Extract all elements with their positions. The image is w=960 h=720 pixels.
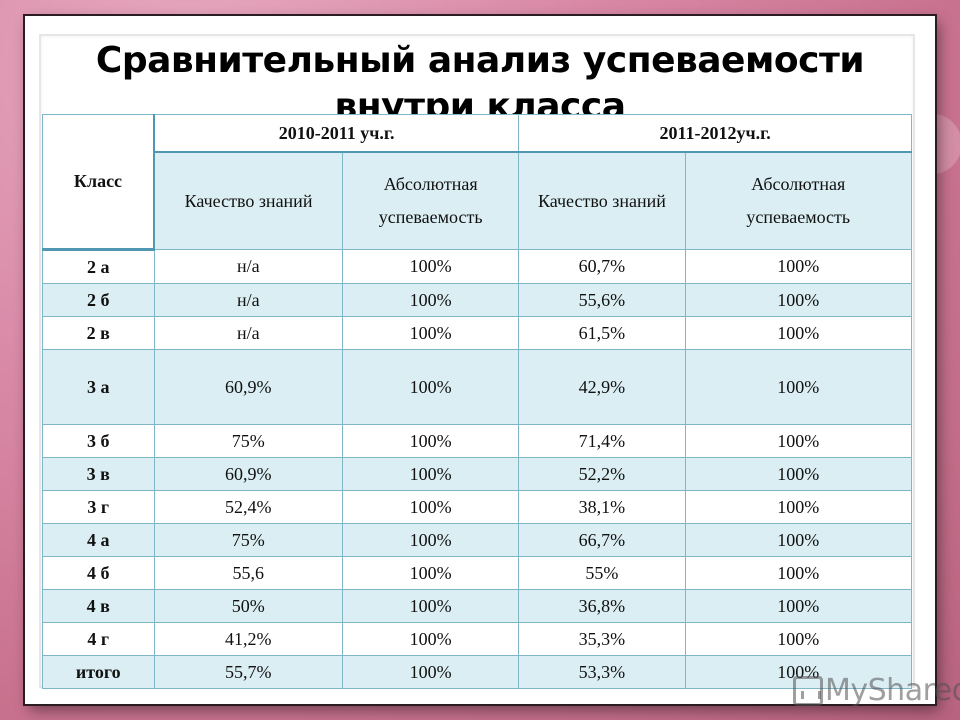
quality-2011-cell: 35,3% <box>518 622 686 656</box>
class-cell: 4 б <box>42 556 155 590</box>
absolute-2010-cell: 100% <box>342 523 520 557</box>
absolute-2011-cell: 100% <box>684 589 912 623</box>
absolute-2010-cell: 100% <box>342 349 520 425</box>
quality-2010-cell: 55,7% <box>153 655 344 689</box>
table-row: 2 б н/а 100% 55,6% 100% <box>42 283 912 317</box>
class-cell: 3 в <box>42 457 155 491</box>
class-cell: 4 в <box>42 589 155 623</box>
table-row: итого 55,7% 100% 53,3% 100% <box>42 655 912 689</box>
class-cell: 3 б <box>42 424 155 458</box>
absolute-2010-cell: 100% <box>342 622 520 656</box>
absolute-2011-cell: 100% <box>684 249 912 284</box>
quality-2011-cell: 66,7% <box>518 523 686 557</box>
table-row: 3 а 60,9% 100% 42,9% 100% <box>42 349 912 425</box>
watermark: MyShared <box>793 673 960 708</box>
quality-2011-cell: 53,3% <box>518 655 686 689</box>
absolute-2010-cell: 100% <box>342 249 520 284</box>
table-body: 2 а н/а 100% 60,7% 100% 2 б н/а 100% 55,6% 100% 2 … <box>42 249 912 689</box>
absolute-2010-cell: 100% <box>342 283 520 317</box>
absolute-2011-cell: 100% <box>684 316 912 350</box>
quality-2010-cell: н/а <box>153 249 344 284</box>
quality-2010-cell: 75% <box>153 424 344 458</box>
quality-2010-cell: 41,2% <box>153 622 344 656</box>
table-row: 4 б 55,6 100% 55% 100% <box>42 556 912 590</box>
watermark-text: MyShared <box>825 673 960 708</box>
class-cell: 2 в <box>42 316 155 350</box>
class-cell: 2 б <box>42 283 155 317</box>
absolute-2011-cell: 100% <box>684 424 912 458</box>
quality-2010-cell: 75% <box>153 523 344 557</box>
class-cell: 3 г <box>42 490 155 524</box>
absolute-2011-cell: 100% <box>684 349 912 425</box>
header-quality-2010: Качество знаний <box>153 151 344 250</box>
absolute-2011-cell: 100% <box>684 622 912 656</box>
performance-table: Класс 2010-2011 уч.г. 2011-2012уч.г. Кач… <box>42 114 912 689</box>
table-row: 2 в н/а 100% 61,5% 100% <box>42 316 912 350</box>
absolute-2010-cell: 100% <box>342 457 520 491</box>
absolute-2011-cell: 100% <box>684 655 912 689</box>
quality-2011-cell: 42,9% <box>518 349 686 425</box>
header-quality-2011: Качество знаний <box>518 151 686 250</box>
quality-2011-cell: 71,4% <box>518 424 686 458</box>
header-absolute-2010: Абсолютная успеваемость <box>342 151 520 250</box>
table-row: 4 в 50% 100% 36,8% 100% <box>42 589 912 623</box>
table-row: 4 а 75% 100% 66,7% 100% <box>42 523 912 557</box>
quality-2011-cell: 55% <box>518 556 686 590</box>
quality-2011-cell: 36,8% <box>518 589 686 623</box>
header-absolute-2011: Абсолютная успеваемость <box>684 151 912 250</box>
absolute-2010-cell: 100% <box>342 655 520 689</box>
absolute-2011-cell: 100% <box>684 283 912 317</box>
table-row: 3 г 52,4% 100% 38,1% 100% <box>42 490 912 524</box>
quality-2010-cell: н/а <box>153 283 344 317</box>
table-row: 2 а н/а 100% 60,7% 100% <box>42 249 912 284</box>
class-cell: 4 а <box>42 523 155 557</box>
year-header-2011: 2011-2012уч.г. <box>518 114 912 153</box>
quality-2011-cell: 55,6% <box>518 283 686 317</box>
absolute-2011-cell: 100% <box>684 523 912 557</box>
year-header-2010: 2010-2011 уч.г. <box>153 114 520 153</box>
table-row: 4 г 41,2% 100% 35,3% 100% <box>42 622 912 656</box>
slide: Сравнительный анализ успеваемости внутри… <box>25 16 960 708</box>
class-cell: 2 а <box>42 249 155 284</box>
class-cell: 4 г <box>42 622 155 656</box>
quality-2010-cell: н/а <box>153 316 344 350</box>
quality-2011-cell: 38,1% <box>518 490 686 524</box>
absolute-2010-cell: 100% <box>342 589 520 623</box>
metric-header-row: Качество знаний Абсолютная успеваемость … <box>42 151 912 250</box>
class-cell: итого <box>42 655 155 689</box>
absolute-2010-cell: 100% <box>342 490 520 524</box>
quality-2011-cell: 52,2% <box>518 457 686 491</box>
quality-2010-cell: 55,6 <box>153 556 344 590</box>
quality-2010-cell: 50% <box>153 589 344 623</box>
quality-2010-cell: 60,9% <box>153 457 344 491</box>
quality-2010-cell: 60,9% <box>153 349 344 425</box>
quality-2010-cell: 52,4% <box>153 490 344 524</box>
quality-2011-cell: 60,7% <box>518 249 686 284</box>
absolute-2010-cell: 100% <box>342 316 520 350</box>
absolute-2011-cell: 100% <box>684 490 912 524</box>
quality-2011-cell: 61,5% <box>518 316 686 350</box>
absolute-2011-cell: 100% <box>684 556 912 590</box>
table-row: 3 в 60,9% 100% 52,2% 100% <box>42 457 912 491</box>
absolute-2011-cell: 100% <box>684 457 912 491</box>
absolute-2010-cell: 100% <box>342 424 520 458</box>
presentation-board-icon <box>793 675 823 706</box>
absolute-2010-cell: 100% <box>342 556 520 590</box>
class-cell: 3 а <box>42 349 155 425</box>
table-row: 3 б 75% 100% 71,4% 100% <box>42 424 912 458</box>
class-column-header: Класс <box>42 114 155 251</box>
year-header-row: Класс 2010-2011 уч.г. 2011-2012уч.г. <box>42 114 912 251</box>
